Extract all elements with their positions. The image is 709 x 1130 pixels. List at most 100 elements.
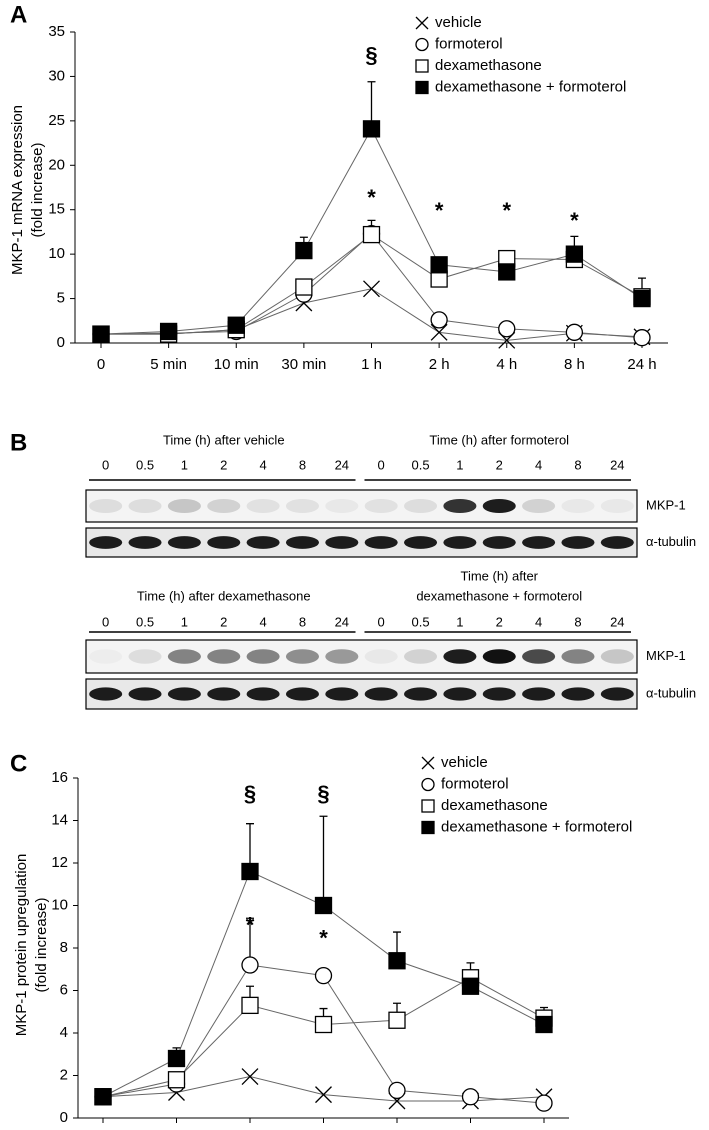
row-label: MKP-1 (646, 497, 686, 512)
marker (362, 225, 381, 244)
annotation: § (317, 781, 329, 806)
legend-label: dexamethasone + formoterol (435, 78, 626, 95)
x-tick-label: 1 h (361, 356, 382, 373)
marker (430, 256, 448, 274)
lane-label: 4 (535, 457, 542, 472)
lane-label: 8 (574, 614, 581, 629)
blot-band (522, 649, 556, 664)
lane-label: 0 (378, 614, 385, 629)
marker (241, 956, 259, 974)
lane-label: 2 (496, 457, 503, 472)
y-tick-label: 15 (48, 201, 65, 218)
blot-band (522, 536, 556, 549)
y-tick-label: 35 (48, 23, 65, 40)
y-tick-label: 20 (48, 156, 65, 173)
legend-label: formoterol (435, 35, 503, 52)
blot-band (443, 536, 477, 549)
blot-band (89, 498, 123, 514)
y-tick-label: 5 (57, 290, 65, 307)
blot-band (128, 649, 162, 664)
panel-label: A (10, 1, 27, 28)
lane-label: 24 (610, 457, 624, 472)
blot-band (443, 649, 477, 664)
annotation: * (367, 185, 376, 210)
blot-band (167, 498, 201, 514)
blot-band (167, 649, 201, 664)
y-tick-label: 30 (48, 67, 65, 84)
annotation: § (365, 43, 377, 68)
series-line (101, 233, 643, 335)
lane-label: 1 (456, 614, 463, 629)
blot-band (285, 498, 319, 514)
blot-band (285, 536, 319, 549)
blot-band (285, 649, 319, 664)
blot-band (246, 649, 280, 664)
blot-band (561, 687, 595, 701)
x-tick-label: 0 (97, 356, 105, 373)
annotation: § (244, 781, 256, 806)
lane-label: 0 (102, 457, 109, 472)
blot-band (246, 536, 280, 549)
marker (421, 777, 435, 792)
annotation: * (246, 913, 255, 938)
lane-label: 0 (102, 614, 109, 629)
y-tick-label: 2 (60, 1066, 68, 1083)
group-title: Time (h) after (460, 568, 538, 583)
x-tick-label: 8 h (564, 356, 585, 373)
legend-label: vehicle (441, 754, 488, 771)
x-tick-label: 10 min (214, 356, 259, 373)
lane-label: 24 (335, 457, 349, 472)
panel-label: C (10, 750, 27, 777)
marker (314, 896, 333, 915)
marker (241, 1068, 259, 1086)
marker (167, 1071, 186, 1089)
lane-label: 24 (610, 614, 624, 629)
marker (415, 37, 429, 52)
annotation: * (502, 198, 511, 223)
blot-band (167, 687, 201, 701)
lane-label: 4 (259, 614, 266, 629)
y-tick-label: 14 (51, 811, 68, 828)
blot-band (364, 498, 398, 514)
y-tick-label: 10 (51, 896, 68, 913)
marker (315, 1086, 332, 1104)
marker (92, 325, 110, 343)
blot-band (89, 536, 123, 549)
blot-band (600, 536, 634, 549)
y-tick-label: 0 (57, 334, 65, 351)
blot-band (561, 536, 595, 549)
blot-band (482, 649, 516, 664)
blot-band (482, 498, 516, 514)
lane-label: 1 (456, 457, 463, 472)
marker (241, 862, 259, 881)
marker (314, 1015, 333, 1034)
legend-label: vehicle (435, 14, 482, 31)
blot-band (404, 498, 438, 514)
marker (295, 241, 313, 260)
blot-band (482, 536, 516, 549)
blot-band (325, 687, 359, 701)
y-axis-label-line: MKP-1 mRNA expression (9, 105, 26, 275)
x-tick-label: 5 min (150, 356, 187, 373)
blot-band (325, 649, 359, 664)
lane-label: 2 (496, 614, 503, 629)
group-title: Time (h) after dexamethasone (137, 588, 311, 603)
marker (388, 1081, 406, 1100)
annotation: * (570, 208, 579, 233)
marker (314, 966, 333, 985)
marker (167, 1049, 186, 1068)
blot-band (482, 687, 516, 701)
y-tick-label: 8 (60, 939, 68, 956)
marker (388, 952, 406, 970)
blot-band (89, 687, 123, 701)
blot-band (561, 498, 595, 514)
row-label: α-tubulin (646, 685, 696, 700)
marker (415, 80, 429, 95)
group-title: dexamethasone + formoterol (416, 588, 582, 603)
marker (388, 1011, 406, 1029)
blot-band (404, 536, 438, 549)
row-label: α-tubulin (646, 534, 696, 549)
y-axis-label-line: (fold increase) (29, 142, 46, 237)
x-tick-label: 30 min (281, 356, 326, 373)
